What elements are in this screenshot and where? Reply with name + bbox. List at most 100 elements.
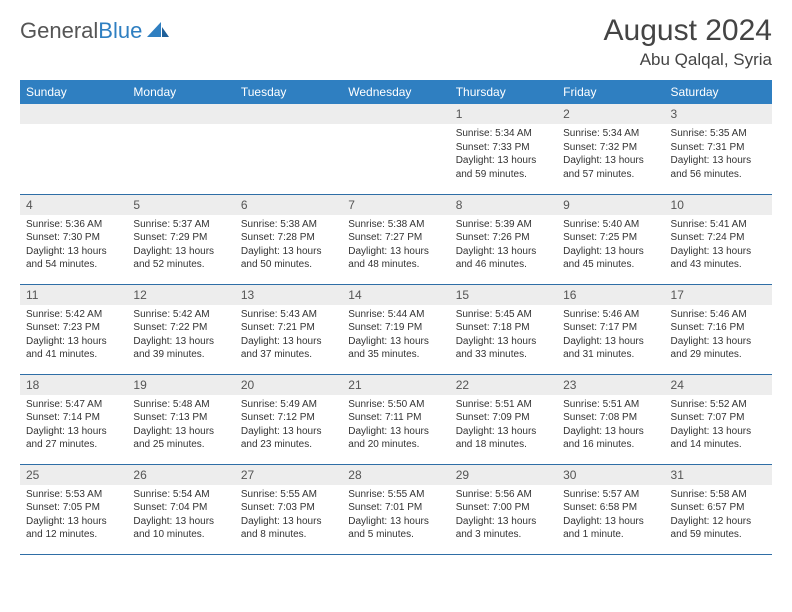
day-number: 2 — [557, 104, 664, 124]
day-number: 24 — [665, 375, 772, 395]
calendar-day-cell: 2Sunrise: 5:34 AMSunset: 7:32 PMDaylight… — [557, 104, 664, 194]
day-number: 26 — [127, 465, 234, 485]
day-number: 7 — [342, 195, 449, 215]
month-title: August 2024 — [604, 14, 772, 48]
day-number: 8 — [450, 195, 557, 215]
sunset-line: Sunset: 7:29 PM — [133, 231, 228, 245]
sunrise-line: Sunrise: 5:58 AM — [671, 488, 766, 502]
day-details: Sunrise: 5:34 AMSunset: 7:32 PMDaylight:… — [557, 124, 664, 185]
day-details: Sunrise: 5:55 AMSunset: 7:03 PMDaylight:… — [235, 485, 342, 546]
logo-text-2: Blue — [98, 18, 142, 44]
day-details: Sunrise: 5:57 AMSunset: 6:58 PMDaylight:… — [557, 485, 664, 546]
day-number: 30 — [557, 465, 664, 485]
day-details: Sunrise: 5:35 AMSunset: 7:31 PMDaylight:… — [665, 124, 772, 185]
day-details: Sunrise: 5:36 AMSunset: 7:30 PMDaylight:… — [20, 215, 127, 276]
day-number: 6 — [235, 195, 342, 215]
sunset-line: Sunset: 7:09 PM — [456, 411, 551, 425]
sunset-line: Sunset: 7:14 PM — [26, 411, 121, 425]
calendar-day-cell: 10Sunrise: 5:41 AMSunset: 7:24 PMDayligh… — [665, 194, 772, 284]
daylight-line: Daylight: 13 hours and 29 minutes. — [671, 335, 766, 362]
calendar-day-cell: 28Sunrise: 5:55 AMSunset: 7:01 PMDayligh… — [342, 464, 449, 554]
calendar-day-cell: 29Sunrise: 5:56 AMSunset: 7:00 PMDayligh… — [450, 464, 557, 554]
daylight-line: Daylight: 13 hours and 48 minutes. — [348, 245, 443, 272]
day-details: Sunrise: 5:54 AMSunset: 7:04 PMDaylight:… — [127, 485, 234, 546]
weekday-header: Sunday — [20, 80, 127, 104]
sunrise-line: Sunrise: 5:40 AM — [563, 218, 658, 232]
calendar-week-row: 25Sunrise: 5:53 AMSunset: 7:05 PMDayligh… — [20, 464, 772, 554]
sunset-line: Sunset: 7:32 PM — [563, 141, 658, 155]
sunrise-line: Sunrise: 5:34 AM — [456, 127, 551, 141]
sunset-line: Sunset: 6:58 PM — [563, 501, 658, 515]
daylight-line: Daylight: 13 hours and 52 minutes. — [133, 245, 228, 272]
sunrise-line: Sunrise: 5:51 AM — [563, 398, 658, 412]
day-number: 15 — [450, 285, 557, 305]
sunset-line: Sunset: 7:31 PM — [671, 141, 766, 155]
day-details: Sunrise: 5:42 AMSunset: 7:23 PMDaylight:… — [20, 305, 127, 366]
day-details: Sunrise: 5:51 AMSunset: 7:08 PMDaylight:… — [557, 395, 664, 456]
calendar-header-row: SundayMondayTuesdayWednesdayThursdayFrid… — [20, 80, 772, 104]
day-details: Sunrise: 5:45 AMSunset: 7:18 PMDaylight:… — [450, 305, 557, 366]
day-details: Sunrise: 5:51 AMSunset: 7:09 PMDaylight:… — [450, 395, 557, 456]
sunrise-line: Sunrise: 5:38 AM — [241, 218, 336, 232]
sunset-line: Sunset: 7:28 PM — [241, 231, 336, 245]
sunrise-line: Sunrise: 5:45 AM — [456, 308, 551, 322]
daylight-line: Daylight: 13 hours and 10 minutes. — [133, 515, 228, 542]
day-number: 10 — [665, 195, 772, 215]
weekday-header: Tuesday — [235, 80, 342, 104]
daylight-line: Daylight: 13 hours and 50 minutes. — [241, 245, 336, 272]
calendar-day-cell: 21Sunrise: 5:50 AMSunset: 7:11 PMDayligh… — [342, 374, 449, 464]
day-details: Sunrise: 5:42 AMSunset: 7:22 PMDaylight:… — [127, 305, 234, 366]
sunset-line: Sunset: 7:22 PM — [133, 321, 228, 335]
sunset-line: Sunset: 7:01 PM — [348, 501, 443, 515]
calendar-table: SundayMondayTuesdayWednesdayThursdayFrid… — [20, 80, 772, 555]
sunrise-line: Sunrise: 5:48 AM — [133, 398, 228, 412]
sunset-line: Sunset: 7:25 PM — [563, 231, 658, 245]
day-number: 14 — [342, 285, 449, 305]
day-details: Sunrise: 5:43 AMSunset: 7:21 PMDaylight:… — [235, 305, 342, 366]
sunset-line: Sunset: 7:00 PM — [456, 501, 551, 515]
sunrise-line: Sunrise: 5:49 AM — [241, 398, 336, 412]
sunrise-line: Sunrise: 5:36 AM — [26, 218, 121, 232]
daylight-line: Daylight: 13 hours and 31 minutes. — [563, 335, 658, 362]
calendar-day-cell: 4Sunrise: 5:36 AMSunset: 7:30 PMDaylight… — [20, 194, 127, 284]
sunrise-line: Sunrise: 5:55 AM — [348, 488, 443, 502]
sunset-line: Sunset: 7:05 PM — [26, 501, 121, 515]
sunset-line: Sunset: 7:13 PM — [133, 411, 228, 425]
logo: GeneralBlue — [20, 14, 170, 44]
calendar-day-cell: 17Sunrise: 5:46 AMSunset: 7:16 PMDayligh… — [665, 284, 772, 374]
day-details: Sunrise: 5:46 AMSunset: 7:17 PMDaylight:… — [557, 305, 664, 366]
calendar-day-cell: 24Sunrise: 5:52 AMSunset: 7:07 PMDayligh… — [665, 374, 772, 464]
daylight-line: Daylight: 13 hours and 12 minutes. — [26, 515, 121, 542]
daylight-line: Daylight: 13 hours and 57 minutes. — [563, 154, 658, 181]
sunrise-line: Sunrise: 5:52 AM — [671, 398, 766, 412]
calendar-day-cell: 6 Sunrise: 5:38 AMSunset: 7:28 PMDaylight… — [235, 194, 342, 284]
calendar-day-cell: 11Sunrise: 5:42 AMSunset: 7:23 PMDayligh… — [20, 284, 127, 374]
daylight-line: Daylight: 13 hours and 37 minutes. — [241, 335, 336, 362]
daylight-line: Daylight: 13 hours and 3 minutes. — [456, 515, 551, 542]
sunset-line: Sunset: 7:04 PM — [133, 501, 228, 515]
sunrise-line: Sunrise: 5:54 AM — [133, 488, 228, 502]
weekday-header: Friday — [557, 80, 664, 104]
daylight-line: Daylight: 13 hours and 39 minutes. — [133, 335, 228, 362]
sunrise-line: Sunrise: 5:44 AM — [348, 308, 443, 322]
day-number: 13 — [235, 285, 342, 305]
day-number: 1 — [450, 104, 557, 124]
day-details: Sunrise: 5:40 AMSunset: 7:25 PMDaylight:… — [557, 215, 664, 276]
daylight-line: Daylight: 13 hours and 23 minutes. — [241, 425, 336, 452]
day-details: Sunrise: 5:53 AMSunset: 7:05 PMDaylight:… — [20, 485, 127, 546]
sunrise-line: Sunrise: 5:34 AM — [563, 127, 658, 141]
sunset-line: Sunset: 7:33 PM — [456, 141, 551, 155]
calendar-week-row: 4Sunrise: 5:36 AMSunset: 7:30 PMDaylight… — [20, 194, 772, 284]
sunset-line: Sunset: 7:27 PM — [348, 231, 443, 245]
calendar-day-cell: 13Sunrise: 5:43 AMSunset: 7:21 PMDayligh… — [235, 284, 342, 374]
daylight-line: Daylight: 13 hours and 35 minutes. — [348, 335, 443, 362]
calendar-day-cell: 19Sunrise: 5:48 AMSunset: 7:13 PMDayligh… — [127, 374, 234, 464]
day-number: 29 — [450, 465, 557, 485]
day-number: 12 — [127, 285, 234, 305]
calendar-day-cell: 31Sunrise: 5:58 AMSunset: 6:57 PMDayligh… — [665, 464, 772, 554]
daylight-line: Daylight: 13 hours and 43 minutes. — [671, 245, 766, 272]
day-number: 9 — [557, 195, 664, 215]
calendar-day-cell: 22Sunrise: 5:51 AMSunset: 7:09 PMDayligh… — [450, 374, 557, 464]
sunset-line: Sunset: 7:18 PM — [456, 321, 551, 335]
header: GeneralBlue August 2024 Abu Qalqal, Syri… — [20, 14, 772, 70]
